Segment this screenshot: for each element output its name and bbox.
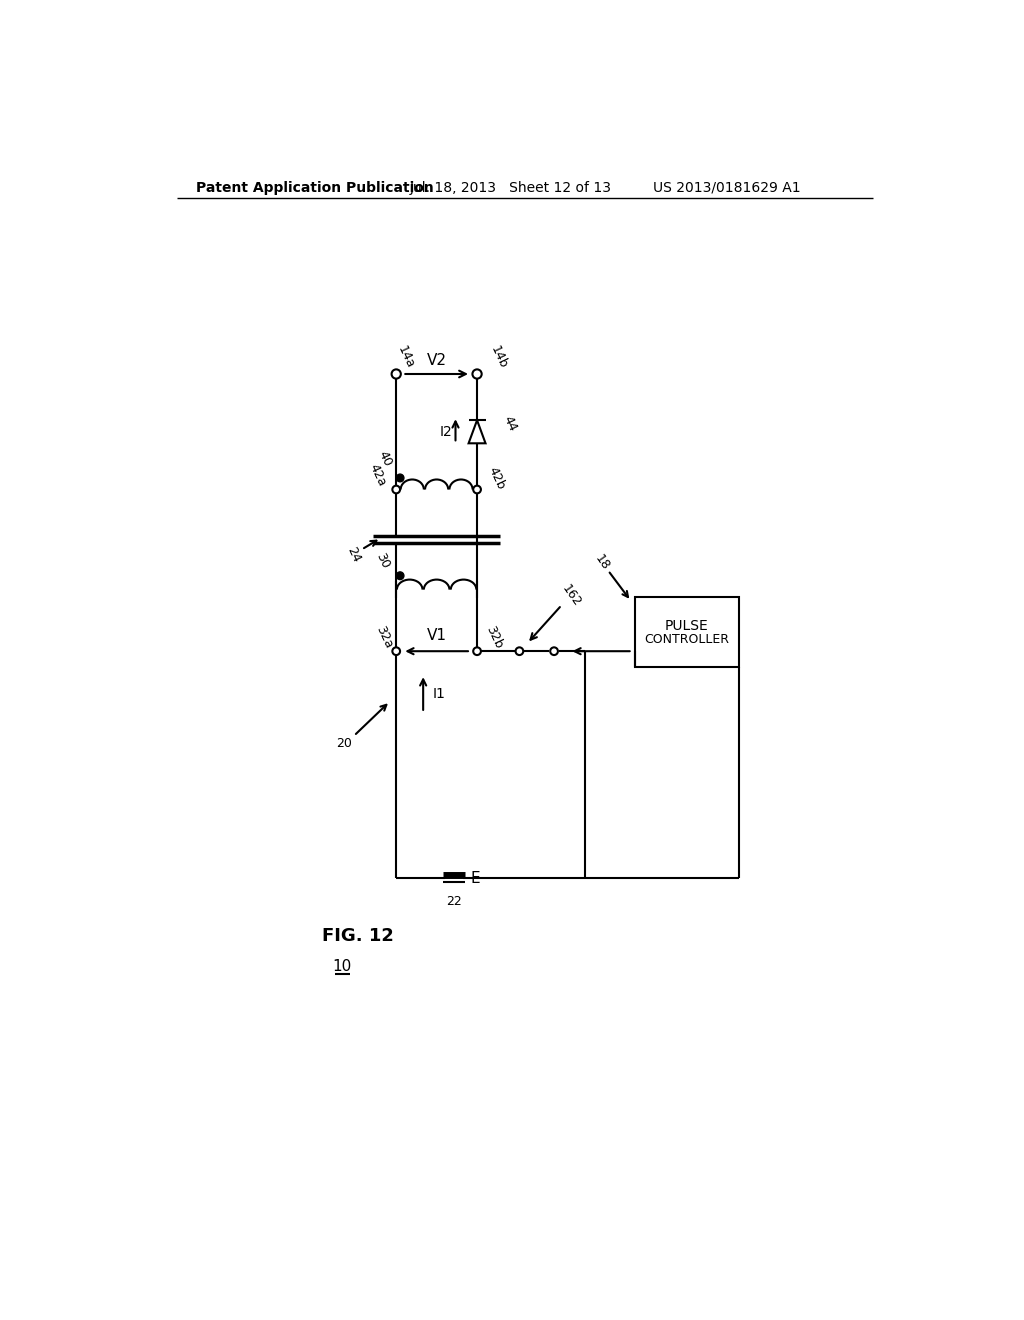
Circle shape (472, 370, 481, 379)
Circle shape (473, 647, 481, 655)
Text: I1: I1 (432, 686, 445, 701)
Text: 14b: 14b (487, 343, 510, 371)
Text: 42b: 42b (485, 465, 507, 491)
Circle shape (392, 647, 400, 655)
Text: 32b: 32b (483, 624, 505, 651)
Circle shape (391, 370, 400, 379)
Circle shape (473, 486, 481, 494)
Text: 44: 44 (500, 414, 518, 434)
Text: US 2013/0181629 A1: US 2013/0181629 A1 (652, 181, 800, 194)
Circle shape (396, 474, 403, 482)
Circle shape (396, 572, 403, 579)
Text: 30: 30 (373, 550, 391, 570)
Text: I2: I2 (440, 425, 453, 438)
Text: V2: V2 (427, 352, 446, 368)
Text: 32a: 32a (374, 624, 395, 651)
Text: CONTROLLER: CONTROLLER (644, 634, 729, 647)
Text: 10: 10 (333, 960, 352, 974)
Text: V1: V1 (427, 628, 446, 643)
Text: 162: 162 (560, 582, 584, 609)
Text: 20: 20 (336, 737, 352, 750)
Circle shape (550, 647, 558, 655)
Bar (635, 598, 739, 667)
Circle shape (515, 647, 523, 655)
Text: 18: 18 (593, 552, 612, 573)
Circle shape (392, 486, 400, 494)
Text: 14a: 14a (394, 343, 417, 371)
Text: 24: 24 (345, 545, 364, 565)
Text: E: E (471, 871, 480, 886)
Text: PULSE: PULSE (665, 619, 709, 632)
Text: FIG. 12: FIG. 12 (322, 927, 393, 945)
Text: Jul. 18, 2013   Sheet 12 of 13: Jul. 18, 2013 Sheet 12 of 13 (410, 181, 612, 194)
Text: 42a: 42a (367, 462, 388, 488)
Text: Patent Application Publication: Patent Application Publication (196, 181, 434, 194)
Text: 40: 40 (376, 449, 394, 469)
Text: 22: 22 (446, 895, 462, 908)
